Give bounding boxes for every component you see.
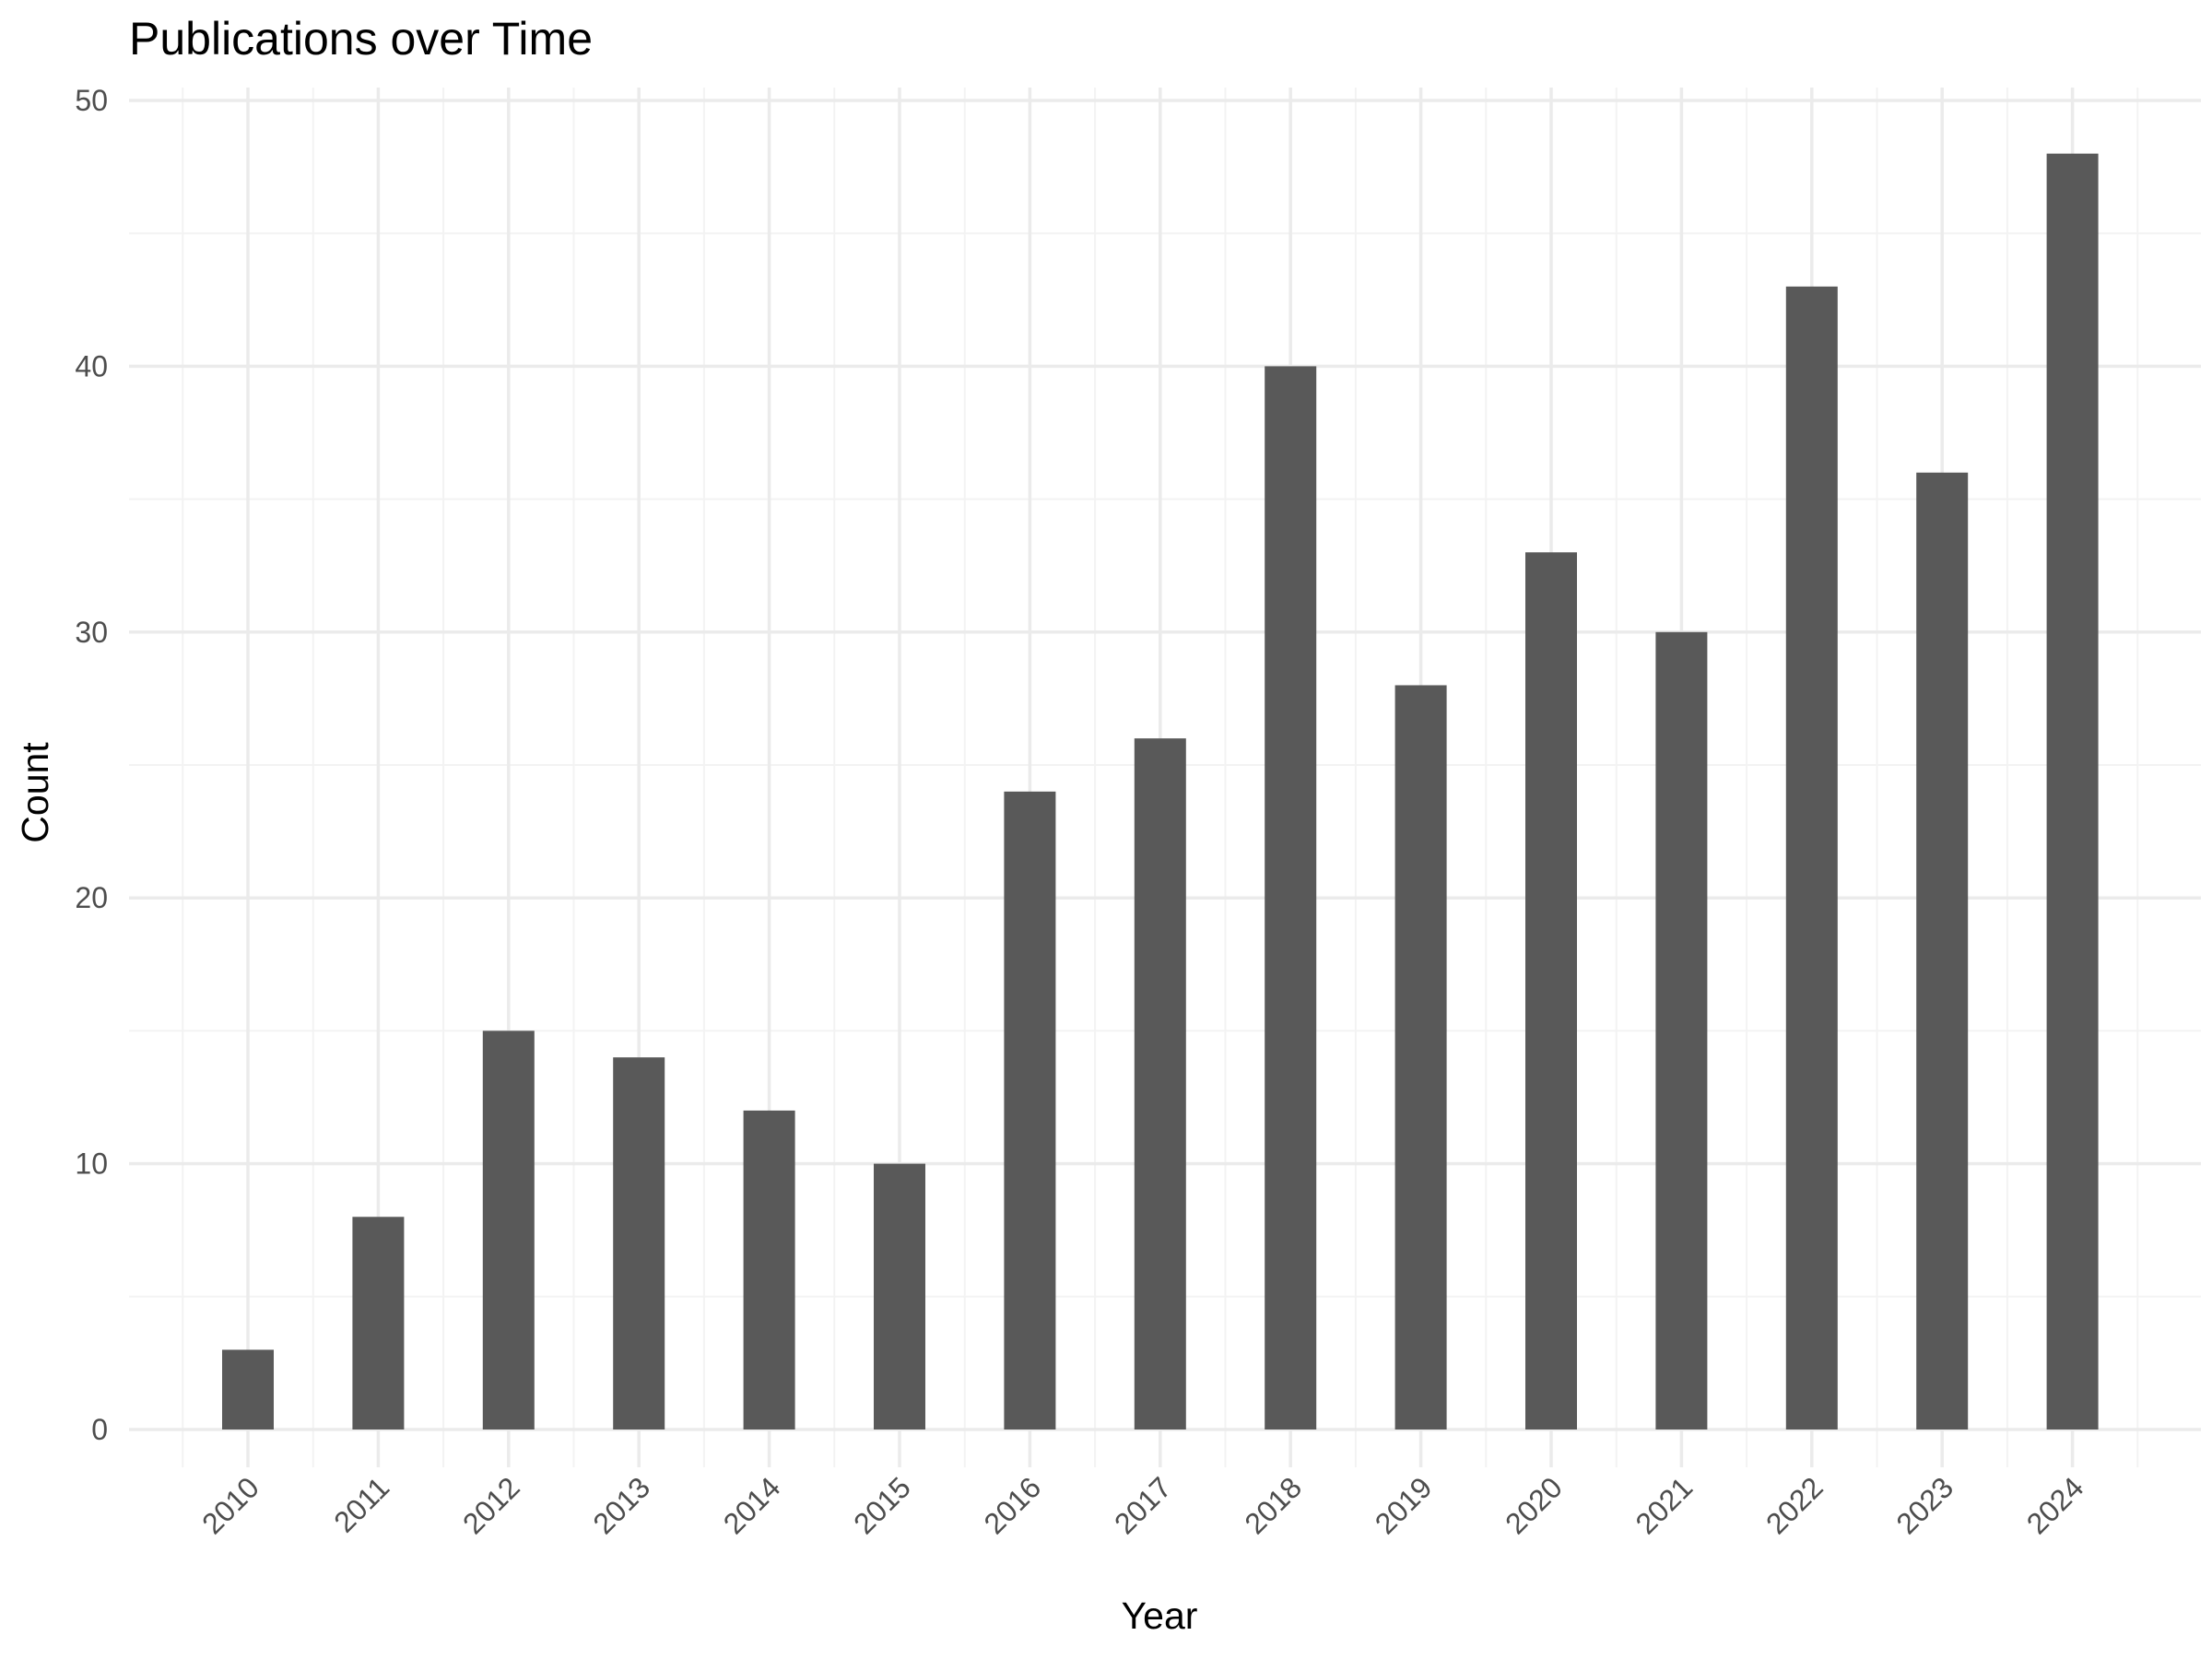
bar-2017 bbox=[1134, 738, 1186, 1430]
bar-2015 bbox=[874, 1163, 925, 1430]
chart-title: Publications over Time bbox=[129, 13, 593, 65]
bar-2021 bbox=[1655, 631, 1708, 1430]
y-axis-title: Count bbox=[14, 742, 56, 843]
bar-2019 bbox=[1394, 685, 1447, 1430]
bar-2022 bbox=[1785, 286, 1838, 1430]
y-tick-label: 30 bbox=[75, 616, 108, 649]
bar-2013 bbox=[613, 1057, 665, 1430]
x-axis-title: Year bbox=[1122, 1594, 1198, 1637]
bar-2023 bbox=[1916, 472, 1969, 1430]
y-tick-labels: 0 10 20 30 40 50 bbox=[75, 84, 108, 1446]
y-tick-label: 10 bbox=[75, 1147, 108, 1181]
bar-2010 bbox=[222, 1349, 274, 1430]
bar-2020 bbox=[1525, 552, 1577, 1430]
y-tick-label: 40 bbox=[75, 349, 108, 382]
bars-layer bbox=[222, 153, 2099, 1430]
bar-2024 bbox=[2046, 153, 2099, 1430]
bar-2014 bbox=[743, 1110, 795, 1430]
bar-2012 bbox=[482, 1030, 535, 1430]
y-tick-label: 50 bbox=[75, 84, 108, 117]
bar-2018 bbox=[1265, 366, 1317, 1430]
y-tick-label: 20 bbox=[75, 881, 108, 914]
y-tick-label: 0 bbox=[91, 1413, 108, 1446]
bar-2011 bbox=[352, 1217, 405, 1430]
bar-2016 bbox=[1004, 791, 1056, 1430]
